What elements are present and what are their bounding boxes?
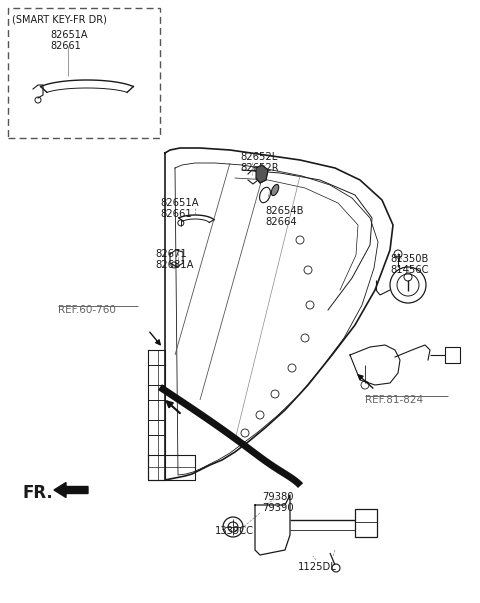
Bar — [355, 509, 377, 537]
Text: 82654B: 82654B — [265, 206, 303, 216]
Text: 79390: 79390 — [262, 503, 294, 513]
Text: 82671: 82671 — [155, 249, 187, 259]
Text: 1339CC: 1339CC — [215, 526, 254, 536]
Polygon shape — [256, 165, 268, 183]
Text: 82681A: 82681A — [155, 260, 193, 270]
Ellipse shape — [271, 185, 279, 195]
Bar — [445, 347, 460, 363]
Text: FR.: FR. — [22, 484, 53, 502]
Bar — [148, 435, 165, 455]
Text: REF.81-824: REF.81-824 — [365, 395, 423, 405]
Text: 82661: 82661 — [50, 41, 81, 51]
Bar — [148, 365, 165, 385]
Text: 81350B: 81350B — [390, 254, 428, 264]
Text: 79380: 79380 — [262, 492, 293, 502]
Text: 82664: 82664 — [265, 217, 297, 227]
Polygon shape — [158, 384, 303, 488]
Text: 82651A: 82651A — [50, 30, 87, 40]
Bar — [148, 400, 165, 420]
Text: 81456C: 81456C — [390, 265, 429, 275]
Text: 82652L: 82652L — [240, 152, 277, 162]
Text: (SMART KEY-FR DR): (SMART KEY-FR DR) — [12, 14, 107, 24]
Text: 82652R: 82652R — [240, 163, 278, 173]
Text: 1125DL: 1125DL — [298, 562, 337, 572]
Text: 82651A: 82651A — [160, 198, 199, 208]
Text: 82661: 82661 — [160, 209, 192, 219]
Text: REF.60-760: REF.60-760 — [58, 305, 116, 315]
FancyArrow shape — [54, 482, 88, 497]
Bar — [8, 8, 160, 138]
